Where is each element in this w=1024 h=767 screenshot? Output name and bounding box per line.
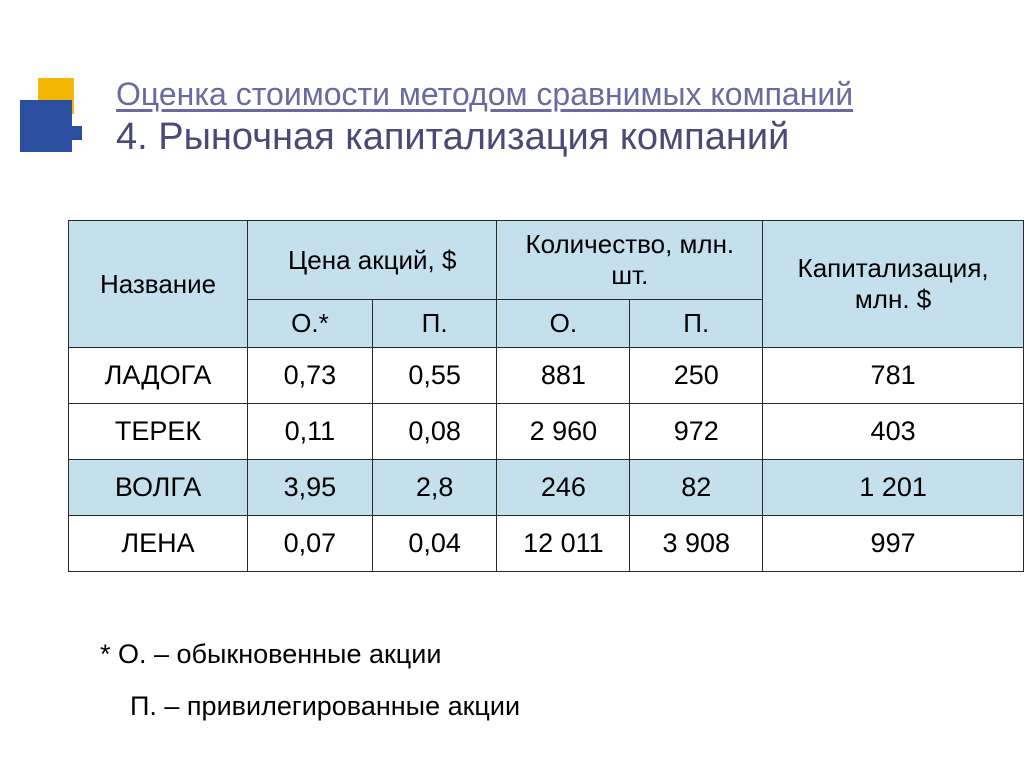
col-cap: Капитализация, млн. $ — [763, 221, 1024, 348]
cell-price_p: 0,08 — [372, 404, 497, 460]
cell-price_p: 0,04 — [372, 516, 497, 572]
cell-qty_p: 250 — [630, 348, 763, 404]
cell-cap: 403 — [763, 404, 1024, 460]
table-row: ВОЛГА3,952,8246821 201 — [69, 460, 1024, 516]
cell-price_p: 0,55 — [372, 348, 497, 404]
footnote-o: * О. – обыкновенные акции — [100, 628, 520, 680]
cell-price_o: 0,11 — [248, 404, 373, 460]
table-row: ТЕРЕК0,110,082 960972403 — [69, 404, 1024, 460]
cell-price_o: 3,95 — [248, 460, 373, 516]
cell-cap: 1 201 — [763, 460, 1024, 516]
cell-price_o: 0,07 — [248, 516, 373, 572]
cell-name: ТЕРЕК — [69, 404, 248, 460]
square-icon — [20, 100, 72, 152]
slide-title: Оценка стоимости методом сравнимых компа… — [116, 74, 984, 160]
cell-qty_o: 246 — [497, 460, 630, 516]
cell-cap: 781 — [763, 348, 1024, 404]
capitalization-table: Название Цена акций, $ Количество, млн. … — [68, 220, 1024, 572]
cell-qty_o: 2 960 — [497, 404, 630, 460]
title-overline: Оценка стоимости методом сравнимых компа… — [116, 74, 984, 114]
col-qty-o: О. — [497, 300, 630, 348]
cell-price_o: 0,73 — [248, 348, 373, 404]
cell-qty_o: 12 011 — [497, 516, 630, 572]
table-row: ЛАДОГА0,730,55881250781 — [69, 348, 1024, 404]
square-icon — [68, 126, 82, 140]
cell-qty_o: 881 — [497, 348, 630, 404]
title-main: 4. Рыночная капитализация компаний — [116, 114, 984, 160]
cell-qty_p: 3 908 — [630, 516, 763, 572]
col-price-group: Цена акций, $ — [248, 221, 497, 300]
corner-ornament — [20, 78, 100, 158]
cell-qty_p: 82 — [630, 460, 763, 516]
cell-name: ЛЕНА — [69, 516, 248, 572]
footnote-p: П. – привилегированные акции — [130, 680, 520, 732]
footnotes: * О. – обыкновенные акции П. – привилеги… — [100, 628, 520, 732]
cell-name: ЛАДОГА — [69, 348, 248, 404]
cell-price_p: 2,8 — [372, 460, 497, 516]
table-header: Название Цена акций, $ Количество, млн. … — [69, 221, 1024, 348]
cell-name: ВОЛГА — [69, 460, 248, 516]
col-price-p: П. — [372, 300, 497, 348]
col-name: Название — [69, 221, 248, 348]
table-row: ЛЕНА0,070,0412 0113 908997 — [69, 516, 1024, 572]
cell-qty_p: 972 — [630, 404, 763, 460]
col-qty-p: П. — [630, 300, 763, 348]
col-qty-group: Количество, млн. шт. — [497, 221, 763, 300]
table-body: ЛАДОГА0,730,55881250781ТЕРЕК0,110,082 96… — [69, 348, 1024, 572]
slide: Оценка стоимости методом сравнимых компа… — [0, 0, 1024, 767]
cell-cap: 997 — [763, 516, 1024, 572]
col-price-o: О.* — [248, 300, 373, 348]
